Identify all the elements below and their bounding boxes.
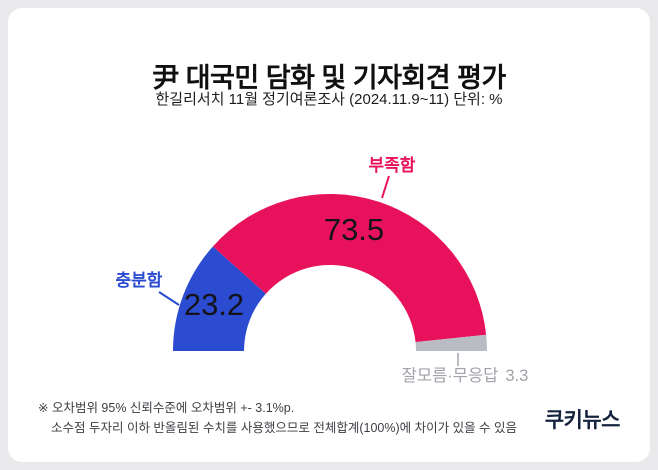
semi-donut-chart: 부족함 73.5 충분함 23.2 잘모름·무응답 3.3 bbox=[116, 155, 529, 385]
footnote: ※ 오차범위 95% 신뢰수준에 오차범위 +- 3.1%p. 소수점 두자리 … bbox=[38, 399, 517, 438]
page-title: 尹 대국민 담화 및 기자회견 평가 bbox=[152, 63, 506, 94]
footnote-line-1: ※ 오차범위 95% 신뢰수준에 오차범위 +- 3.1%p. bbox=[38, 401, 295, 416]
segment-sufficient bbox=[173, 246, 266, 351]
label-unknown: 잘모름·무응답 3.3 bbox=[402, 366, 529, 385]
value-sufficient: 23.2 bbox=[184, 287, 244, 322]
leader-line-insufficient bbox=[381, 175, 390, 199]
segment-unknown bbox=[415, 334, 487, 351]
infographic-card: 尹 대국민 담화 및 기자회견 평가 한길리서치 11월 정기여론조사 (202… bbox=[8, 8, 650, 462]
label-insufficient: 부족함 bbox=[369, 155, 416, 175]
leader-line-sufficient bbox=[158, 291, 180, 306]
value-insufficient: 73.5 bbox=[324, 212, 384, 247]
kukinews-logo: 쿠키뉴스 bbox=[544, 409, 621, 432]
value-unknown: 3.3 bbox=[505, 367, 528, 385]
label-sufficient: 충분함 bbox=[116, 270, 163, 290]
donut-segments bbox=[173, 194, 487, 351]
footnote-line-2: 소수점 두자리 이하 반올림된 수치를 사용했으므로 전체합계(100%)에 차… bbox=[51, 420, 518, 435]
label-unknown-text: 잘모름·무응답 bbox=[402, 366, 499, 385]
segment-insufficient bbox=[212, 194, 487, 343]
chart-subtitle: 한길리서치 11월 정기여론조사 (2024.11.9~11) 단위: % bbox=[155, 91, 503, 108]
